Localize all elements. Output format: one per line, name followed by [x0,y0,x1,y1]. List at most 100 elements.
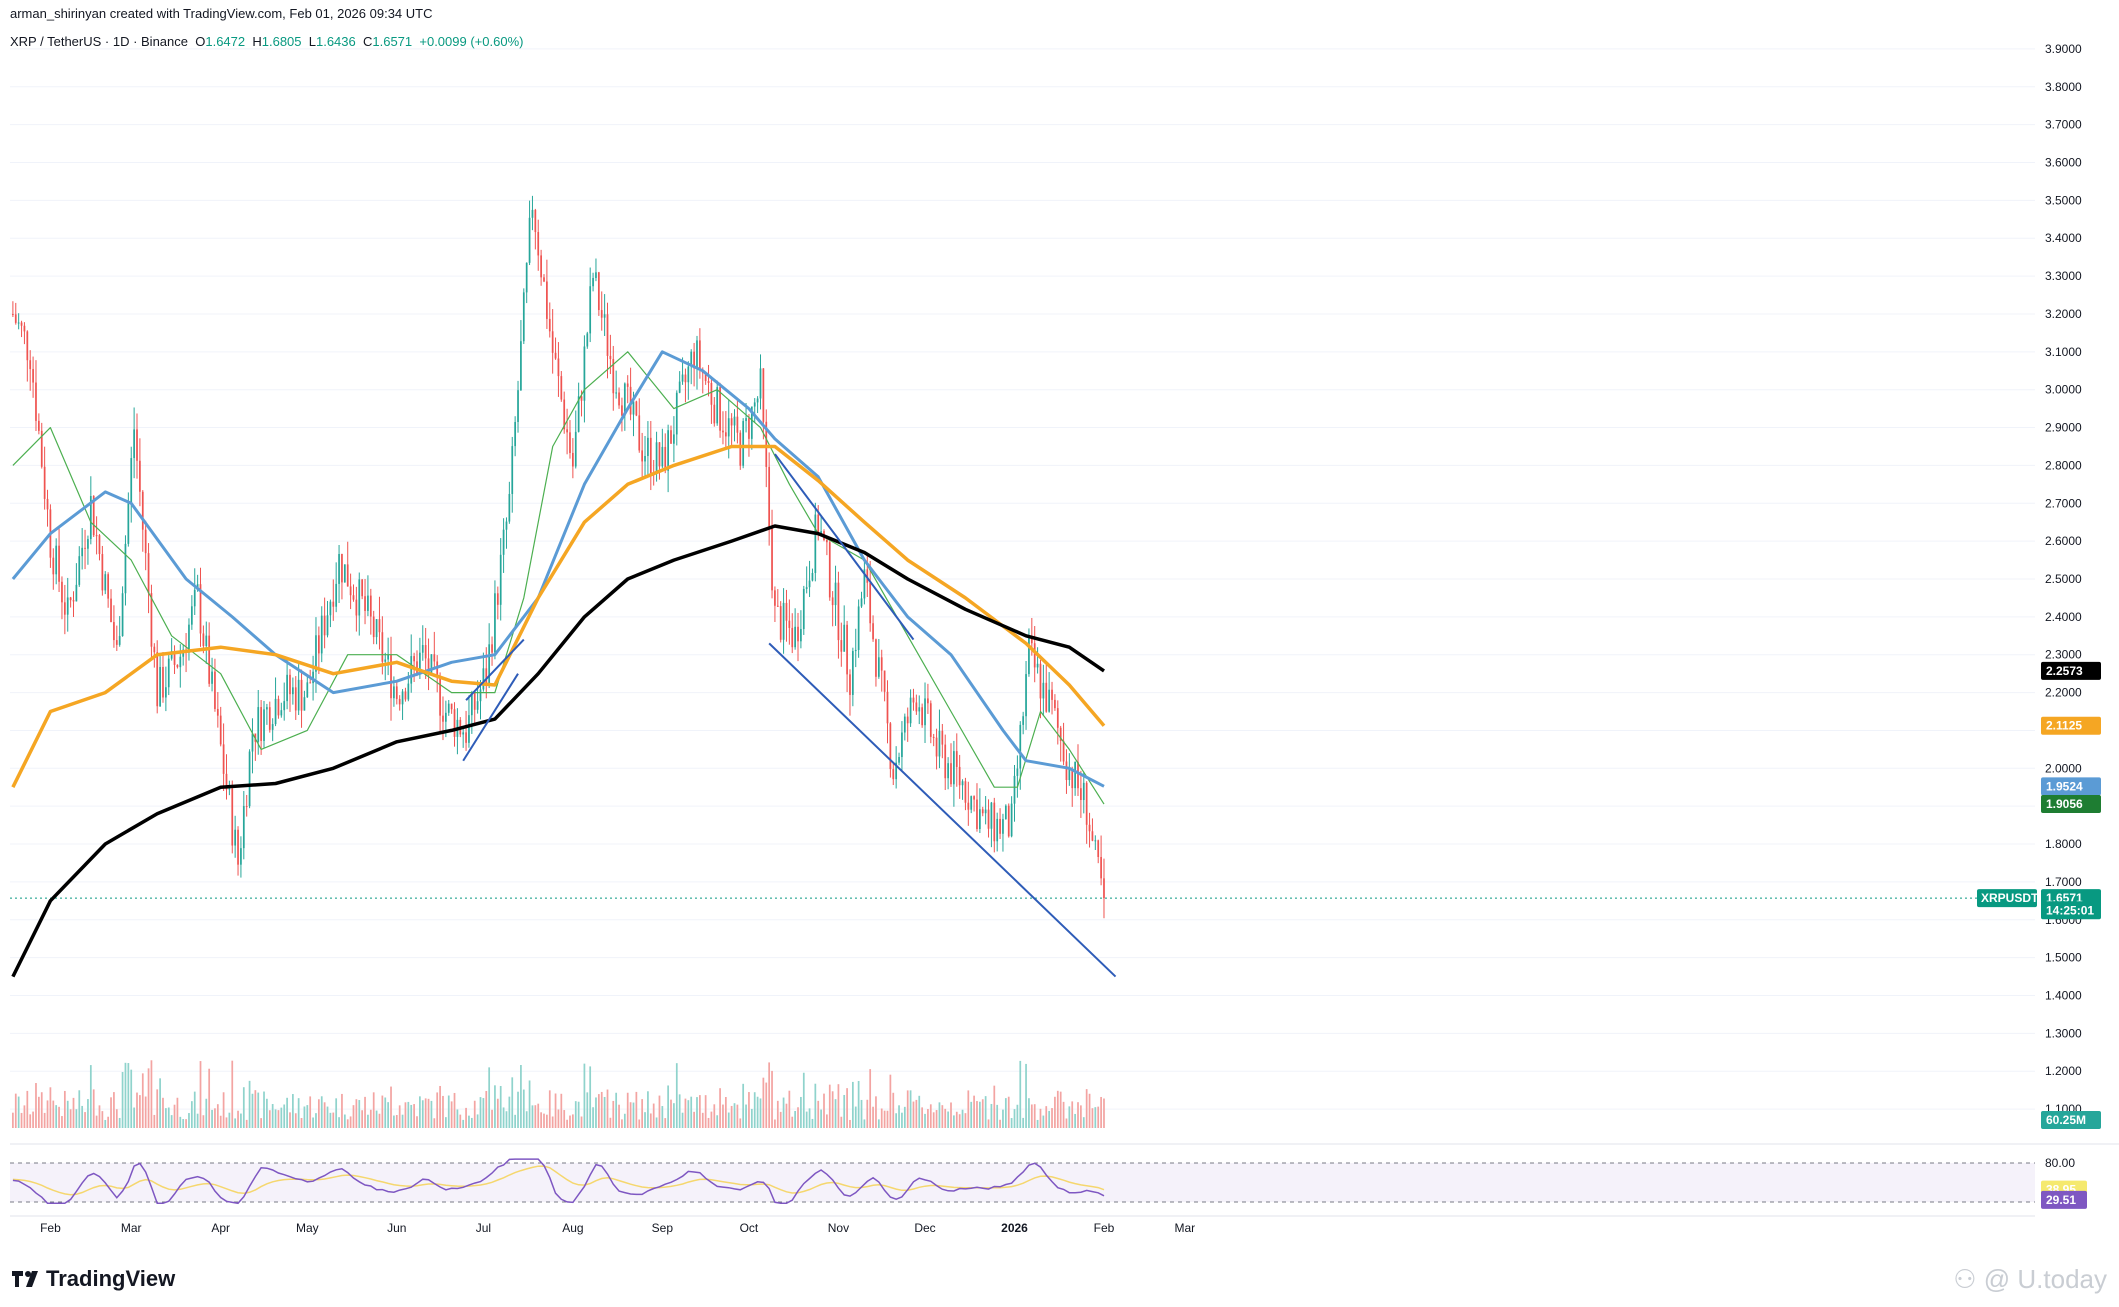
volume-bar [826,1114,828,1128]
candle-body [35,382,37,421]
volume-bar [488,1067,491,1128]
volume-bar [973,1095,975,1128]
candle-body [450,703,453,710]
candle-body [595,272,597,278]
candle-body [687,366,690,383]
volume-bar [984,1096,987,1128]
candle-body [156,652,159,707]
low-value: 1.6436 [315,34,356,49]
candle-body [704,373,707,382]
candle-body [1033,643,1036,668]
candle-body [623,383,626,416]
candle-body [528,217,531,263]
volume-bar [485,1090,488,1128]
candle-body [927,698,929,704]
volume-bar [955,1111,958,1128]
volume-bar [776,1100,779,1128]
volume-bar [439,1085,441,1128]
candle-body [699,340,701,371]
candle-body [941,730,944,745]
candle-body [782,602,785,640]
trendline-drawings[interactable] [462,453,1117,978]
candle-body [263,709,265,741]
volume-bar [58,1106,60,1128]
volume-bar [199,1061,202,1128]
volume-bar [283,1104,286,1128]
candle-body [349,586,352,596]
candle-body [335,583,338,607]
candle-body [248,751,251,807]
grid-lines [10,48,2035,1110]
change-value: +0.0099 (+0.60%) [419,34,524,49]
volume-bar [976,1101,978,1128]
candle-body [563,399,566,430]
candle-body [141,491,144,530]
candle-body [491,644,493,653]
candle-body [63,602,66,615]
volume-bar [924,1113,926,1128]
time-axis[interactable]: Feb Mar Apr May Jun Jul Aug Sep Oct Nov Dec 2026 Feb… [10,1215,2035,1235]
volume-bar [312,1117,314,1128]
candle-body [970,796,973,810]
candle-body [1028,637,1030,675]
candle-body [901,732,903,758]
candle-body [826,539,828,543]
candle-body [352,595,355,600]
candle-body [473,692,476,710]
volume-bar [652,1103,655,1128]
candle-body [973,796,975,800]
close-label: C [362,34,373,49]
volume-bar [211,1109,213,1128]
candle-body [78,556,81,585]
candle-body [231,788,234,846]
candle-body [739,432,742,466]
volume-bar [130,1069,133,1128]
volume-bar [762,1077,765,1128]
volume-bar [846,1088,848,1128]
candle-body [886,691,889,724]
candle-body [572,452,574,467]
symbol-name[interactable]: XRP / TetherUS · 1D · Binance [10,34,188,49]
volume-bar [566,1119,568,1128]
price-tag-value: 29.51 [2046,1193,2076,1207]
candle-body [802,588,805,630]
volume-bar [156,1089,159,1128]
candle-body [929,703,932,737]
price-tick-label: 3.3000 [2045,269,2082,283]
volume-bar [753,1092,756,1128]
symbol-legend[interactable]: XRP / TetherUS · 1D · Binance O1.6472 H1… [10,34,523,49]
volume-bar [684,1098,687,1128]
volume-bar [361,1110,364,1128]
volume-bar [802,1072,805,1128]
candle-body [999,818,1001,834]
candle-body [12,313,14,315]
candle-body [219,715,222,745]
volume-bar [462,1119,465,1128]
tradingview-brand[interactable]: TradingView [12,1266,175,1292]
volume-bar [205,1098,208,1128]
volume-bar [999,1119,1001,1128]
volume-bar [693,1111,695,1128]
candle-body [924,698,926,726]
time-tick-label: Apr [211,1221,230,1235]
volume-bar [387,1102,389,1128]
price-axis[interactable]: 3.9000 3.8000 3.7000 3.6000 3.5000 3.4000 3.30… [2045,42,2082,1116]
volume-bar [1080,1105,1082,1128]
open-value: 1.6472 [205,34,246,49]
volume-bar [369,1109,372,1128]
candle-body [753,402,756,407]
volume-bar [987,1119,990,1128]
candle-body [583,346,586,401]
candle-body [898,757,900,763]
volume-bar [268,1110,271,1128]
candle-body [580,396,583,401]
volume-bar [511,1077,514,1128]
candle-body [557,358,560,377]
price-tag-bg [2041,716,2101,735]
volume-bar [113,1092,115,1128]
volume-bar [1074,1113,1076,1128]
candle-body [522,292,525,342]
volume-bar [84,1112,86,1128]
volume-bar [182,1119,185,1128]
